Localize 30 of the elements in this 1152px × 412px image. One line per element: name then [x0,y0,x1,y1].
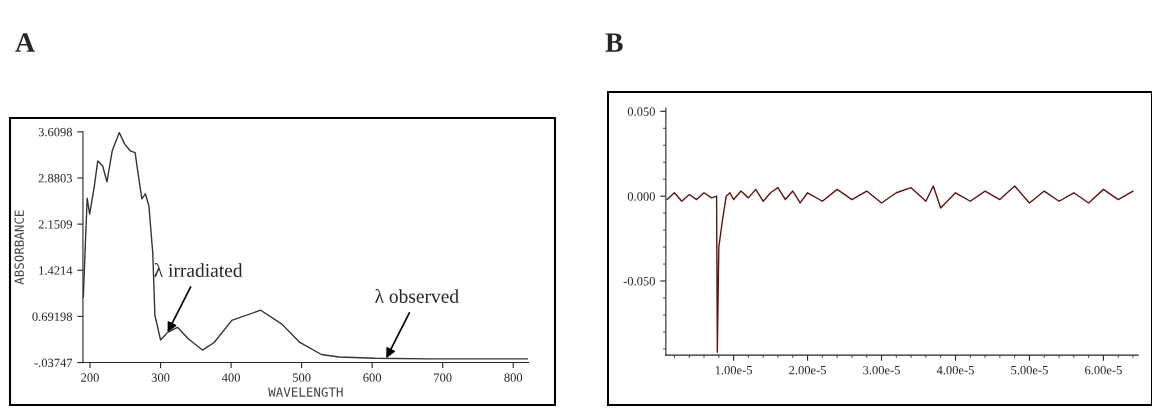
x-tick-label: 500 [292,373,311,382]
annotation: λ observed [375,289,459,303]
line-series [82,131,529,360]
chart-title: B [605,33,623,52]
x-tick-label: 400 [221,373,240,382]
x-tick-label: 700 [434,373,452,382]
y-tick-label: 0.050 [627,107,655,116]
x-tick-label: 4.00e-5 [936,365,974,375]
x-tick-label: 200 [81,373,99,382]
y-tick-label: 0.69198 [32,312,73,321]
x-tick-label: 5.00e-5 [1011,365,1048,375]
x-tick-label: 600 [363,373,382,382]
y-tick-label: -0.050 [623,277,655,286]
y-tick-label: 2.8803 [38,174,73,183]
chart-title: A [15,33,35,52]
line-series [666,185,1134,353]
y-tick-label: 0.000 [627,192,655,201]
y-tick-label: 1.4214 [39,266,73,275]
x-tick-label: 6.00e-5 [1085,365,1122,375]
y-tick-label: 3.6098 [38,127,73,137]
x-tick-label: 1.00e-5 [715,365,753,375]
x-tick-label: 3.00e-5 [863,365,900,375]
y-axis-title: ABSORBANCE [14,210,24,285]
y-tick-label: -.03747 [34,358,73,368]
annotation: λ irradiated [154,263,243,277]
x-tick-label: 800 [504,373,523,382]
x-axis-title: WAVELENGTH [268,387,343,397]
x-tick-label: 2.00e-5 [789,365,826,375]
x-tick-label: 300 [151,373,170,382]
y-tick-label: 2.1509 [38,220,73,229]
